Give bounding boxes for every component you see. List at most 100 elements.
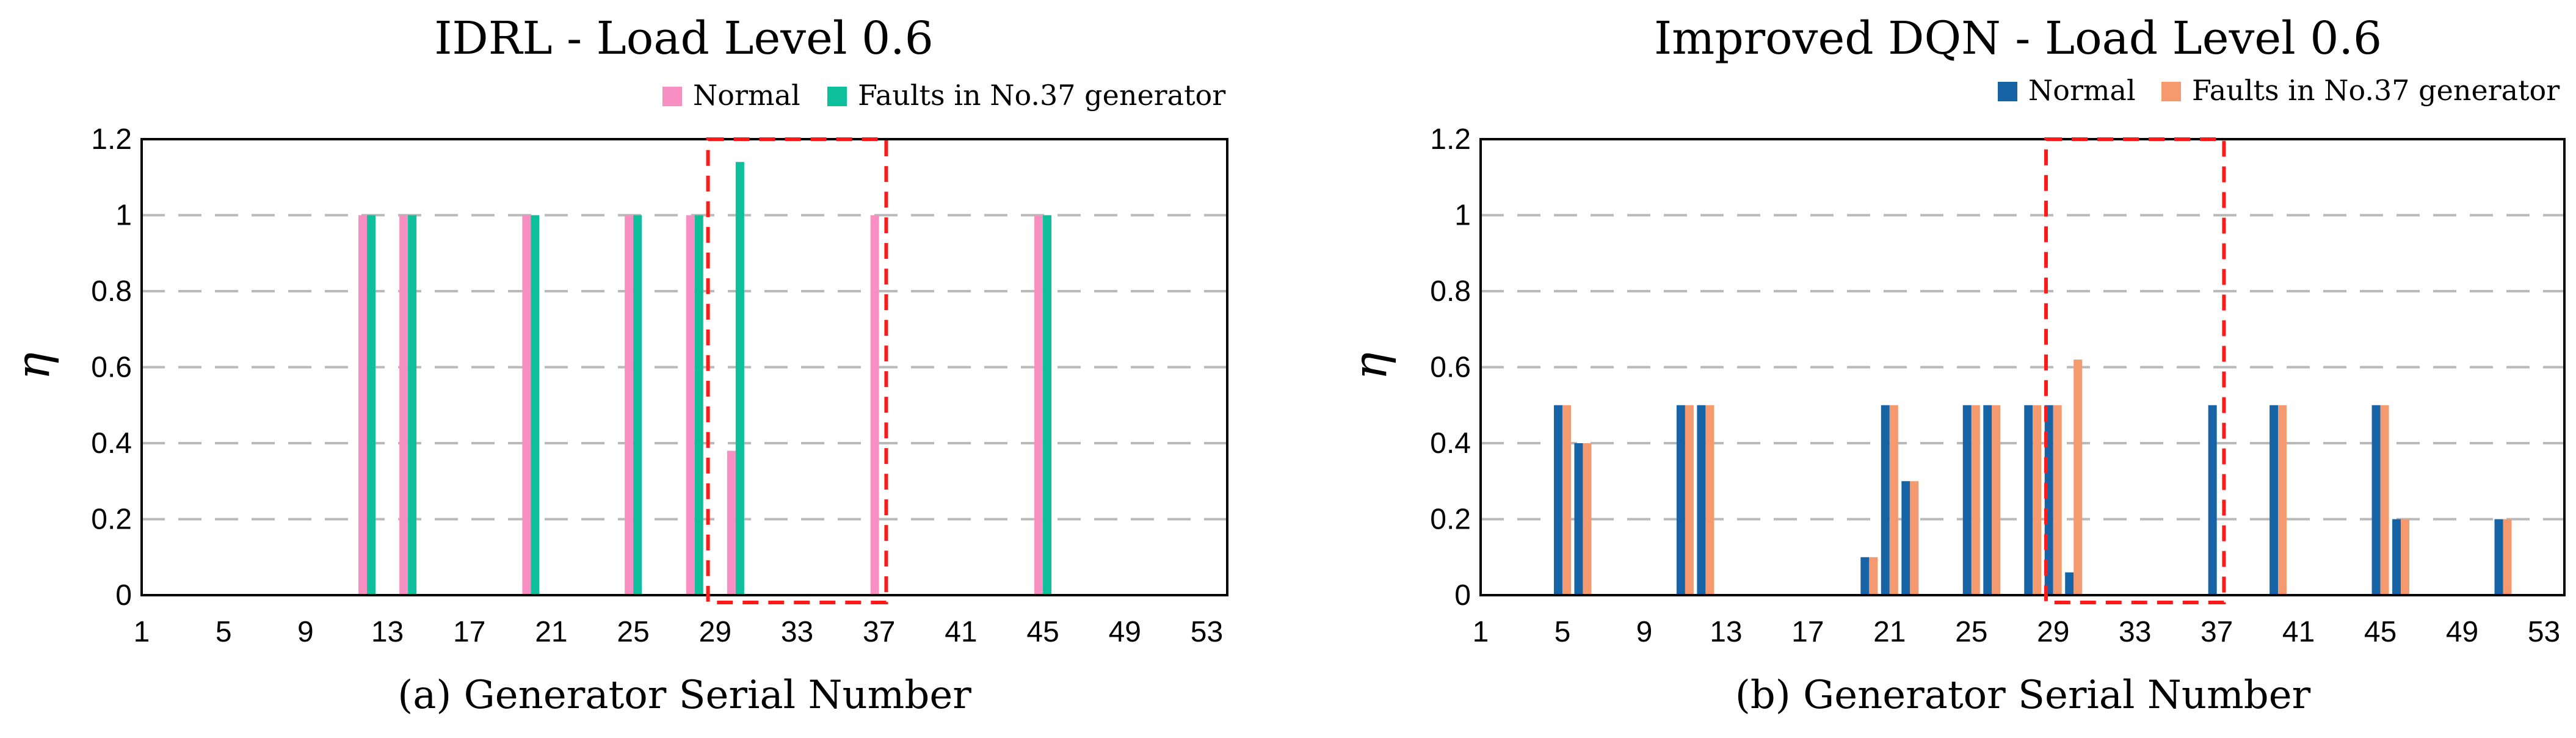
bar-faults-28 — [2033, 405, 2042, 595]
x-tick-label: 49 — [1109, 616, 1141, 648]
bar-normal-22 — [1901, 481, 1910, 595]
chart-title: IDRL - Load Level 0.6 — [434, 12, 934, 65]
bar-faults-26 — [1992, 405, 2001, 595]
y-tick-label: 0.2 — [1430, 504, 1471, 536]
legend-label-normal: Normal — [2028, 74, 2136, 107]
bar-faults-45 — [1043, 215, 1052, 595]
chart-panel-idrl: IDRL - Load Level 0.6 Normal Faults in N… — [5, 12, 1228, 718]
bar-faults-28 — [694, 215, 703, 595]
gridlines — [1481, 214, 2564, 521]
bar-normal-6 — [1574, 443, 1583, 595]
bar-faults-25 — [633, 215, 642, 595]
x-tick-label: 41 — [2282, 616, 2315, 648]
bar-faults-45 — [2380, 405, 2389, 595]
bar-faults-6 — [1583, 443, 1592, 595]
bar-faults-51 — [2503, 519, 2512, 595]
x-tick-label: 37 — [2200, 616, 2233, 648]
x-tick-label: 1 — [1473, 616, 1489, 648]
y-axis-label: η — [5, 352, 60, 380]
legend-label-normal: Normal — [693, 79, 800, 112]
x-tick-label: 53 — [2528, 616, 2560, 648]
x-tick-labels: 1 5 9 13 17 21 25 29 33 37 41 45 49 53 — [134, 616, 1223, 648]
x-tick-label: 13 — [371, 616, 404, 648]
y-tick-label: 0.2 — [91, 504, 132, 536]
bar-faults-5 — [1562, 405, 1571, 595]
bar-normal-45 — [1034, 215, 1043, 595]
y-tick-label: 1.2 — [1430, 123, 1471, 156]
highlight-box — [2044, 137, 2226, 604]
bar-normal-12 — [358, 215, 368, 595]
x-tick-label: 41 — [945, 616, 977, 648]
y-tick-label: 0.6 — [91, 352, 132, 384]
bar-normal-46 — [2392, 519, 2401, 595]
bar-faults-22 — [1910, 481, 1919, 595]
bar-normal-37 — [870, 215, 879, 595]
x-tick-label: 37 — [863, 616, 895, 648]
bar-faults-11 — [1685, 405, 1694, 595]
bar-normal-20 — [1860, 557, 1870, 595]
x-tick-label: 17 — [453, 616, 485, 648]
plot-frame — [140, 138, 1228, 596]
y-tick-label: 0 — [115, 579, 132, 612]
x-tick-label: 33 — [2119, 616, 2151, 648]
bar-faults-20 — [531, 215, 540, 595]
x-tick-label: 13 — [1710, 616, 1742, 648]
bars — [1553, 360, 2512, 595]
bars — [358, 162, 1052, 596]
x-tick-label: 21 — [1873, 616, 1906, 648]
legend-swatch-normal — [1998, 82, 2017, 101]
y-tick-label: 1.2 — [91, 123, 132, 156]
x-tick-label: 45 — [1026, 616, 1059, 648]
y-tick-label: 0 — [1454, 579, 1471, 612]
x-tick-label: 29 — [699, 616, 731, 648]
x-tick-label: 5 — [216, 616, 232, 648]
bar-normal-28 — [2024, 405, 2033, 595]
gridlines — [142, 214, 1227, 521]
y-tick-label: 0.4 — [1430, 427, 1471, 460]
bar-normal-20 — [522, 215, 531, 595]
x-tick-label: 33 — [781, 616, 813, 648]
bar-normal-25 — [1962, 405, 1972, 595]
bar-faults-12 — [367, 215, 376, 595]
legend-swatch-faults — [827, 87, 847, 106]
bar-normal-28 — [686, 215, 695, 595]
bar-normal-30 — [2065, 572, 2074, 595]
legend-label-faults: Faults in No.37 generator — [858, 79, 1225, 112]
bar-normal-11 — [1676, 405, 1685, 595]
bar-normal-12 — [1697, 405, 1706, 595]
x-tick-label: 53 — [1191, 616, 1223, 648]
y-tick-label: 1 — [115, 200, 132, 232]
y-axis-label: η — [1343, 352, 1397, 380]
bar-normal-14 — [399, 215, 408, 595]
bar-faults-29 — [2053, 405, 2062, 595]
bar-normal-45 — [2371, 405, 2381, 595]
bar-normal-30 — [727, 450, 736, 595]
bar-faults-20 — [1869, 557, 1878, 595]
y-tick-labels: 0 0.2 0.4 0.6 0.8 1 1.2 — [91, 123, 132, 612]
x-tick-label: 21 — [535, 616, 567, 648]
legend-label-faults: Faults in No.37 generator — [2192, 74, 2560, 107]
bar-faults-21 — [1889, 405, 1898, 595]
x-tick-label: 45 — [2364, 616, 2396, 648]
bar-normal-5 — [1553, 405, 1562, 595]
bar-faults-25 — [1971, 405, 1980, 595]
chart-title: Improved DQN - Load Level 0.6 — [1654, 12, 2382, 65]
plot-frame — [1479, 138, 2566, 596]
legend-swatch-faults — [2161, 82, 2181, 101]
bar-normal-37 — [2208, 405, 2217, 595]
bar-faults-12 — [1705, 405, 1714, 595]
x-tick-label: 17 — [1791, 616, 1824, 648]
bar-normal-51 — [2494, 519, 2503, 595]
bar-faults-40 — [2278, 405, 2287, 595]
highlight-box — [706, 137, 888, 604]
bar-normal-26 — [1983, 405, 1992, 595]
x-tick-label: 5 — [1555, 616, 1571, 648]
bar-faults-46 — [2401, 519, 2410, 595]
legend-swatch-normal — [662, 87, 682, 106]
bar-normal-25 — [625, 215, 634, 595]
y-tick-label: 0.8 — [91, 275, 132, 308]
bar-faults-14 — [408, 215, 417, 595]
bar-faults-30 — [2073, 360, 2083, 595]
x-tick-labels: 1 5 9 13 17 21 25 29 33 37 41 45 49 53 — [1473, 616, 2561, 648]
